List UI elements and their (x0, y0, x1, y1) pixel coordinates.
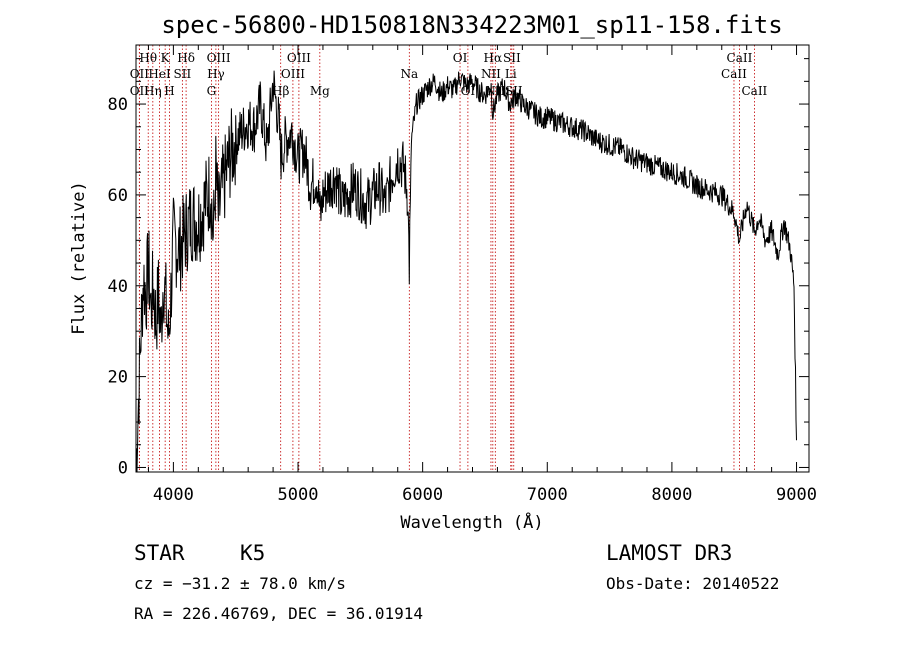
x-tick-label: 9000 (776, 485, 817, 505)
y-tick-label: 60 (108, 186, 128, 206)
emission-line-label: OIII (287, 51, 311, 65)
emission-line-label: G (207, 84, 217, 98)
emission-line-label: CaII (741, 84, 767, 98)
emission-line-label: Hη (144, 84, 162, 98)
emission-line-label: CaII (727, 51, 753, 65)
x-tick-label: 7000 (527, 485, 568, 505)
emission-line-label: OII (130, 84, 150, 98)
x-tick-label: 6000 (402, 485, 443, 505)
emission-line-label: HeI (148, 67, 171, 81)
emission-line-label: Li (505, 67, 517, 81)
y-axis-label: Flux (relative) (69, 181, 89, 335)
emission-line-label: K (161, 51, 171, 65)
y-tick-label: 80 (108, 95, 128, 115)
coordinates: RA = 226.46769, DEC = 36.01914 (134, 604, 423, 623)
emission-line-label: Hγ (207, 67, 225, 81)
emission-line-label: Hα (484, 51, 503, 65)
emission-line-label: Na (400, 67, 418, 81)
emission-line-label: CaII (721, 67, 747, 81)
emission-line-label: NII (481, 67, 501, 81)
x-tick-label: 5000 (278, 485, 319, 505)
x-tick-label: 4000 (153, 485, 194, 505)
emission-line-label: Hβ (272, 84, 289, 98)
emission-line-label: OII (130, 67, 150, 81)
object-class: STAR (134, 541, 185, 565)
emission-line-label: Hδ (177, 51, 195, 65)
survey-name: LAMOST DR3 (606, 541, 732, 565)
observation-date: Obs-Date: 20140522 (606, 574, 779, 593)
emission-line-label: SII (174, 67, 192, 81)
emission-line-label: OIII (281, 67, 305, 81)
x-tick-label: 8000 (651, 485, 692, 505)
emission-line-label: SII (503, 51, 521, 65)
redshift-cz: cz = −31.2 ± 78.0 km/s (134, 574, 346, 593)
y-axis-ticks: 0 20 40 60 80 (108, 58, 809, 478)
emission-line-label: OIII (207, 51, 231, 65)
chart-title: spec-56800-HD150818N334223M01_sp11-158.f… (161, 11, 782, 39)
emission-line-label: Mg (310, 84, 330, 98)
flux-series-line (135, 70, 797, 473)
emission-line-label: H (164, 84, 174, 98)
x-axis-label: Wavelength (Å) (400, 511, 543, 533)
emission-line-labels: OIIOIIHθHηHeIKHSIIHδGHγOIIIHβOIIIOIIIMgN… (130, 51, 768, 98)
emission-line-label: OI (453, 51, 468, 65)
y-tick-label: 0 (118, 458, 128, 478)
y-tick-label: 40 (108, 277, 128, 297)
emission-line-label: Hθ (139, 51, 157, 65)
x-axis-ticks: 4000 5000 6000 7000 8000 9000 (147, 45, 817, 505)
y-tick-label: 20 (108, 368, 128, 388)
object-subclass: K5 (240, 541, 265, 565)
